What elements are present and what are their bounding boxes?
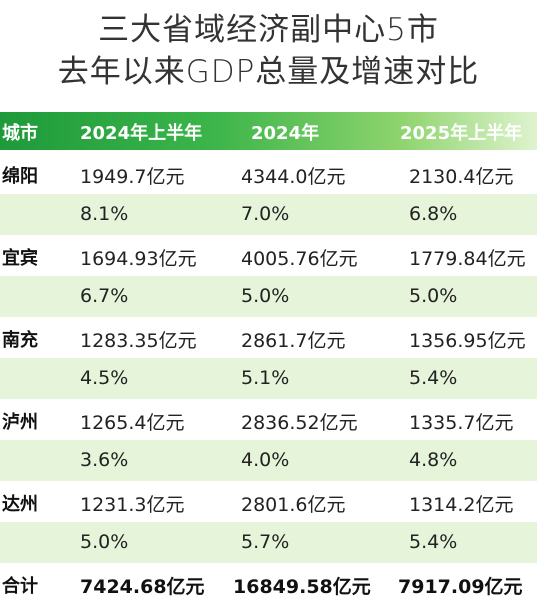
gdp-2024-h1: 1694.93亿元 — [80, 248, 197, 270]
gdp-2024: 2861.7亿元 — [241, 330, 346, 352]
table-row-yibin-growth: 6.7% 5.0% 5.0% — [0, 276, 537, 317]
title-line-2: 去年以来GDP总量及增速对比 — [57, 54, 480, 90]
header-2024-h1: 2024年上半年 — [80, 123, 203, 144]
city-label: 宜宾 — [2, 248, 38, 269]
header-2025-h1: 2025年上半年 — [400, 123, 523, 144]
gdp-2024-h1: 1283.35亿元 — [80, 330, 197, 352]
growth-2024: 5.0% — [241, 285, 290, 307]
table-row-luzhou-growth: 3.6% 4.0% 4.8% — [0, 440, 537, 481]
growth-2024-h1: 4.5% — [80, 367, 129, 389]
total-2024-h1: 7424.68亿元 — [80, 576, 205, 598]
total-label: 合计 — [2, 576, 38, 597]
table-row-nanchong-growth: 4.5% 5.1% 5.4% — [0, 358, 537, 399]
gdp-2024: 4005.76亿元 — [241, 248, 358, 270]
table-row-nanchong-gdp: 南充 1283.35亿元 2861.7亿元 1356.95亿元 — [0, 317, 537, 358]
total-2024: 16849.58亿元 — [233, 576, 371, 598]
growth-2024: 5.7% — [241, 531, 290, 553]
growth-2024-h1: 8.1% — [80, 203, 129, 225]
gdp-2025-h1: 2130.4亿元 — [409, 166, 514, 188]
growth-2024-h1: 3.6% — [80, 449, 129, 471]
gdp-2024-h1: 1265.4亿元 — [80, 412, 185, 434]
city-label: 绵阳 — [2, 166, 38, 187]
table-row-dazhou-growth: 5.0% 5.7% 5.4% — [0, 522, 537, 563]
gdp-2025-h1: 1356.95亿元 — [409, 330, 526, 352]
growth-2024-h1: 5.0% — [80, 531, 129, 553]
gdp-2024: 2801.6亿元 — [241, 494, 346, 516]
city-label: 达州 — [2, 494, 38, 515]
growth-2024: 4.0% — [241, 449, 290, 471]
table-row-dazhou-gdp: 达州 1231.3亿元 2801.6亿元 1314.2亿元 — [0, 481, 537, 522]
gdp-2024: 2836.52亿元 — [241, 412, 358, 434]
gdp-2024-h1: 1949.7亿元 — [80, 166, 185, 188]
growth-2025-h1: 5.0% — [409, 285, 458, 307]
table-row-mianyang-gdp: 绵阳 1949.7亿元 4344.0亿元 2130.4亿元 — [0, 153, 537, 194]
growth-2024: 5.1% — [241, 367, 290, 389]
growth-2024-h1: 6.7% — [80, 285, 129, 307]
table-row-luzhou-gdp: 泸州 1265.4亿元 2836.52亿元 1335.7亿元 — [0, 399, 537, 440]
title-line-1: 三大省域经济副中心5市 — [98, 12, 439, 48]
table-row-total: 合计 7424.68亿元 16849.58亿元 7917.09亿元 — [0, 563, 537, 604]
city-label: 南充 — [2, 330, 38, 351]
growth-2025-h1: 5.4% — [409, 531, 458, 553]
gdp-2024-h1: 1231.3亿元 — [80, 494, 185, 516]
gdp-2025-h1: 1335.7亿元 — [409, 412, 514, 434]
growth-2025-h1: 4.8% — [409, 449, 458, 471]
gdp-2025-h1: 1779.84亿元 — [409, 248, 526, 270]
table-header: 城市 2024年上半年 2024年 2025年上半年 — [0, 112, 537, 150]
table-row-mianyang-growth: 8.1% 7.0% 6.8% — [0, 194, 537, 235]
growth-2025-h1: 6.8% — [409, 203, 458, 225]
city-label: 泸州 — [2, 412, 38, 433]
growth-2025-h1: 5.4% — [409, 367, 458, 389]
table-row-yibin-gdp: 宜宾 1694.93亿元 4005.76亿元 1779.84亿元 — [0, 235, 537, 276]
header-city: 城市 — [2, 123, 38, 144]
growth-2024: 7.0% — [241, 203, 290, 225]
header-2024: 2024年 — [251, 123, 320, 144]
gdp-2024: 4344.0亿元 — [241, 166, 346, 188]
gdp-2025-h1: 1314.2亿元 — [409, 494, 514, 516]
total-2025-h1: 7917.09亿元 — [398, 576, 523, 598]
